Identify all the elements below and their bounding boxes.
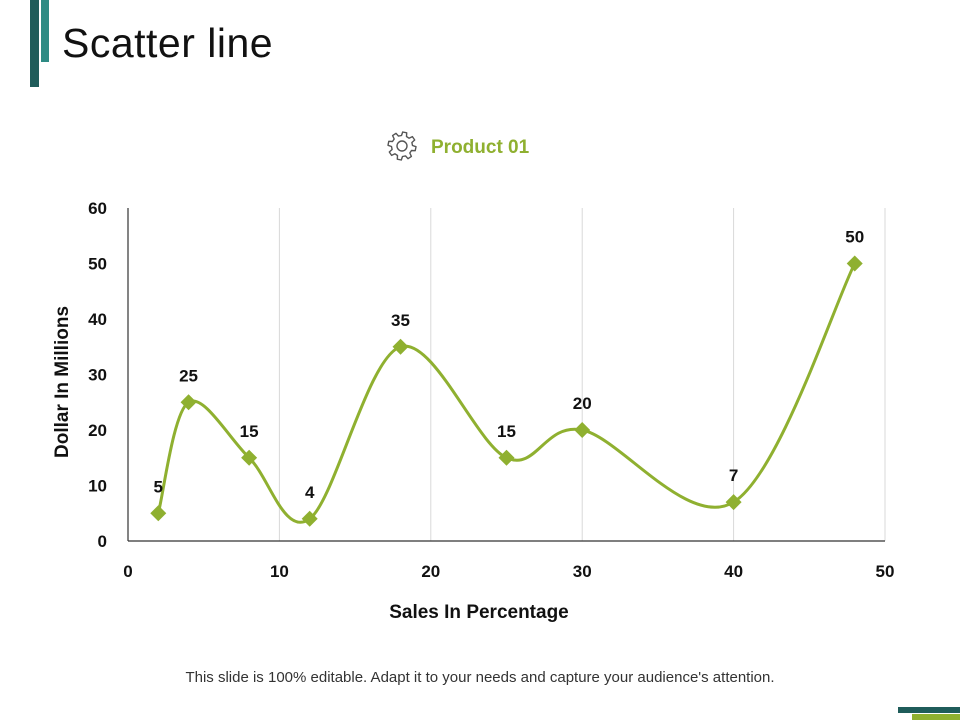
gear-icon-hub [396, 140, 408, 152]
gear-icon-outline [387, 131, 417, 161]
data-labels: 5 25 15 4 35 15 20 7 50 [154, 228, 865, 502]
data-markers [150, 255, 863, 527]
data-label-2: 15 [240, 422, 259, 441]
corner-accent-dark [898, 707, 960, 713]
y-tick-label-20: 20 [88, 421, 107, 440]
x-tick-label-40: 40 [724, 562, 743, 581]
data-label-6: 20 [573, 394, 592, 413]
data-label-3: 4 [305, 483, 315, 502]
data-point-4 [392, 338, 409, 355]
gear-icon [387, 131, 417, 161]
y-tick-label-10: 10 [88, 477, 107, 496]
data-point-1 [180, 394, 197, 411]
y-tick-label-50: 50 [88, 255, 107, 274]
data-label-8: 50 [845, 228, 864, 247]
y-tick-label-0: 0 [98, 532, 107, 551]
scatter-line-chart: Product 01 0 10 20 30 40 50 60 0 10 20 30 40 50 5 25 1… [52, 131, 894, 623]
data-label-7: 7 [729, 466, 738, 485]
title-accent-bar-dark [30, 0, 39, 87]
data-label-0: 5 [154, 477, 163, 496]
legend-label: Product 01 [431, 137, 530, 158]
x-tick-label-0: 0 [123, 562, 132, 581]
y-tick-label-40: 40 [88, 310, 107, 329]
corner-accent-green [912, 714, 960, 720]
gridlines [278, 208, 886, 541]
data-point-0 [150, 505, 167, 522]
y-axis-title: Dollar In Millions [52, 306, 73, 458]
data-point-3 [301, 510, 318, 527]
x-tick-label-10: 10 [270, 562, 289, 581]
data-point-7 [725, 494, 742, 511]
legend: Product 01 [387, 131, 530, 161]
title-accent-bar-teal [41, 0, 49, 62]
x-tick-label-50: 50 [876, 562, 895, 581]
data-point-5 [498, 449, 515, 466]
axes [127, 208, 885, 542]
x-tick-label-20: 20 [421, 562, 440, 581]
data-point-2 [241, 449, 258, 466]
footer-note: This slide is 100% editable. Adapt it to… [185, 669, 775, 686]
data-label-4: 35 [391, 311, 410, 330]
data-label-5: 15 [497, 422, 516, 441]
x-tick-label-30: 30 [573, 562, 592, 581]
data-point-6 [574, 422, 591, 438]
slide-title: Scatter line [62, 20, 274, 66]
y-tick-label-30: 30 [88, 366, 107, 385]
data-point-8 [846, 255, 863, 272]
series-line [156, 262, 857, 524]
data-label-1: 25 [179, 366, 198, 385]
x-axis-title: Sales In Percentage [389, 602, 569, 623]
tick-labels: 0 10 20 30 40 50 60 0 10 20 30 40 50 [88, 199, 894, 581]
y-tick-label-60: 60 [88, 199, 107, 218]
